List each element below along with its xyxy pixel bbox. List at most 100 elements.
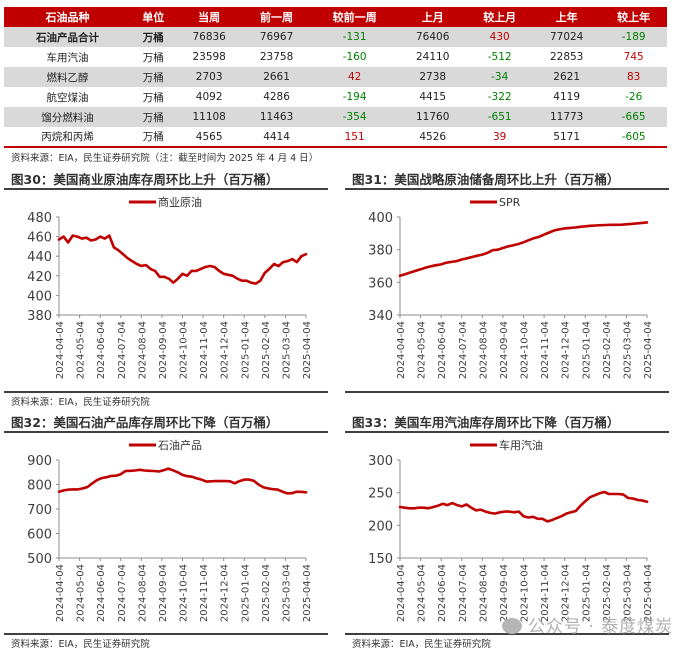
x-tick-label: 2025-03-04 bbox=[281, 564, 292, 622]
cell-yoy: -26 bbox=[600, 87, 667, 107]
x-tick-label: 2025-02-04 bbox=[261, 321, 272, 379]
cell-prev-week: 2661 bbox=[243, 67, 310, 87]
x-tick-label: 2024-08-04 bbox=[478, 321, 489, 379]
x-tick-label: 2024-08-04 bbox=[137, 321, 148, 379]
cell-name: 丙烷和丙烯 bbox=[4, 127, 131, 147]
y-tick-label: 380 bbox=[27, 309, 52, 324]
x-tick-label: 2024-04-04 bbox=[396, 321, 407, 379]
watermark-text: 公众号 · 泰度煤炭 bbox=[528, 617, 673, 637]
x-tick-label: 2024-04-04 bbox=[396, 564, 407, 622]
cell-current: 76836 bbox=[175, 27, 242, 47]
y-tick-label: 460 bbox=[27, 231, 52, 246]
cell-mom: -512 bbox=[466, 47, 533, 67]
cell-current: 11108 bbox=[175, 107, 242, 127]
x-tick-label: 2024-10-04 bbox=[520, 321, 531, 379]
cell-yoy: -189 bbox=[600, 27, 667, 47]
cell-mom: -322 bbox=[466, 87, 533, 107]
legend-label: 商业原油 bbox=[158, 195, 202, 209]
column-header: 较前一周 bbox=[310, 7, 399, 27]
x-tick-label: 2024-05-04 bbox=[76, 564, 87, 622]
cell-unit: 万桶 bbox=[131, 127, 175, 147]
x-tick-label: 2024-07-04 bbox=[117, 321, 128, 379]
wechat-icon bbox=[502, 618, 522, 634]
bottom-rule bbox=[4, 633, 328, 635]
cell-last-month: 76406 bbox=[399, 27, 466, 47]
cell-unit: 万桶 bbox=[131, 87, 175, 107]
x-tick-label: 2024-07-04 bbox=[458, 564, 469, 622]
x-tick-label: 2024-04-04 bbox=[55, 321, 66, 379]
chart-source-fig32: 资料来源：EIA，民生证券研究院 bbox=[11, 636, 150, 650]
cell-last-year: 4119 bbox=[533, 87, 600, 107]
y-tick-label: 440 bbox=[27, 250, 52, 265]
cell-last-month: 4415 bbox=[399, 87, 466, 107]
cell-name: 燃料乙醇 bbox=[4, 67, 131, 87]
cell-yoy: 83 bbox=[600, 67, 667, 87]
x-tick-label: 2024-12-04 bbox=[220, 564, 231, 622]
cell-yoy: 745 bbox=[600, 47, 667, 67]
cell-current: 2703 bbox=[175, 67, 242, 87]
bottom-rule bbox=[345, 391, 669, 393]
x-tick-label: 2024-07-04 bbox=[117, 564, 128, 622]
column-header: 前一周 bbox=[243, 7, 310, 27]
cell-last-year: 11773 bbox=[533, 107, 600, 127]
x-tick-label: 2024-10-04 bbox=[179, 321, 190, 379]
x-tick-label: 2025-03-04 bbox=[281, 321, 292, 379]
x-tick-label: 2024-09-04 bbox=[158, 321, 169, 379]
chart-title: 图30：美国商业原油库存周环比上升（百万桶） bbox=[4, 170, 328, 190]
y-tick-label: 400 bbox=[27, 289, 52, 304]
column-header: 上月 bbox=[399, 7, 466, 27]
cell-prev-week: 76967 bbox=[243, 27, 310, 47]
cell-wow: 42 bbox=[310, 67, 399, 87]
x-tick-label: 2025-01-04 bbox=[240, 321, 251, 379]
chart-source-fig33: 资料来源：EIA，民生证券研究院 bbox=[352, 636, 491, 650]
column-header: 较上月 bbox=[466, 7, 533, 27]
chart-title: 图32：美国石油产品库存周环比下降（百万桶） bbox=[4, 413, 328, 433]
x-tick-label: 2024-04-04 bbox=[55, 564, 66, 622]
table-header-row: 石油品种单位当周前一周较前一周上月较上月上年较上年 bbox=[4, 7, 667, 27]
legend-label: 车用汽油 bbox=[499, 438, 543, 452]
y-tick-label: 300 bbox=[368, 454, 393, 469]
table-source-note: 资料来源：EIA，民生证券研究院（注：截至时间为 2025 年 4 月 4 日） bbox=[11, 150, 318, 164]
y-tick-label: 400 bbox=[368, 211, 393, 226]
series-line bbox=[400, 492, 647, 521]
cell-unit: 万桶 bbox=[131, 107, 175, 127]
x-tick-label: 2024-12-04 bbox=[220, 321, 231, 379]
cell-last-year: 22853 bbox=[533, 47, 600, 67]
x-tick-label: 2024-09-04 bbox=[499, 321, 510, 379]
cell-yoy: -605 bbox=[600, 127, 667, 147]
cell-last-month: 24110 bbox=[399, 47, 466, 67]
x-tick-label: 2024-12-04 bbox=[561, 321, 572, 379]
cell-unit: 万桶 bbox=[131, 47, 175, 67]
chart-title: 图33：美国车用汽油库存周环比下降（百万桶） bbox=[345, 413, 669, 433]
cell-unit: 万桶 bbox=[131, 27, 175, 47]
x-tick-label: 2024-08-04 bbox=[137, 564, 148, 622]
cell-prev-week: 11463 bbox=[243, 107, 310, 127]
x-tick-label: 2024-06-04 bbox=[96, 564, 107, 622]
x-tick-label: 2025-02-04 bbox=[602, 321, 613, 379]
legend-label: 石油产品 bbox=[158, 438, 202, 452]
cell-current: 4092 bbox=[175, 87, 242, 107]
x-tick-label: 2025-03-04 bbox=[622, 321, 633, 379]
y-tick-label: 200 bbox=[368, 519, 393, 534]
cell-name: 馏分燃料油 bbox=[4, 107, 131, 127]
column-header: 单位 bbox=[131, 7, 175, 27]
y-tick-label: 700 bbox=[27, 503, 52, 518]
column-header: 较上年 bbox=[600, 7, 667, 27]
cell-current: 23598 bbox=[175, 47, 242, 67]
y-tick-label: 360 bbox=[368, 276, 393, 291]
cell-wow: -354 bbox=[310, 107, 399, 127]
x-tick-label: 2025-01-04 bbox=[240, 564, 251, 622]
bottom-rule bbox=[4, 391, 328, 393]
x-tick-label: 2024-07-04 bbox=[458, 321, 469, 379]
cell-mom: -34 bbox=[466, 67, 533, 87]
cell-prev-week: 4286 bbox=[243, 87, 310, 107]
x-tick-label: 2025-04-04 bbox=[302, 564, 313, 622]
x-tick-label: 2025-04-04 bbox=[643, 321, 654, 379]
cell-wow: -194 bbox=[310, 87, 399, 107]
